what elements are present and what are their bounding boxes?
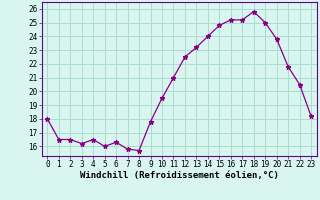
- X-axis label: Windchill (Refroidissement éolien,°C): Windchill (Refroidissement éolien,°C): [80, 171, 279, 180]
